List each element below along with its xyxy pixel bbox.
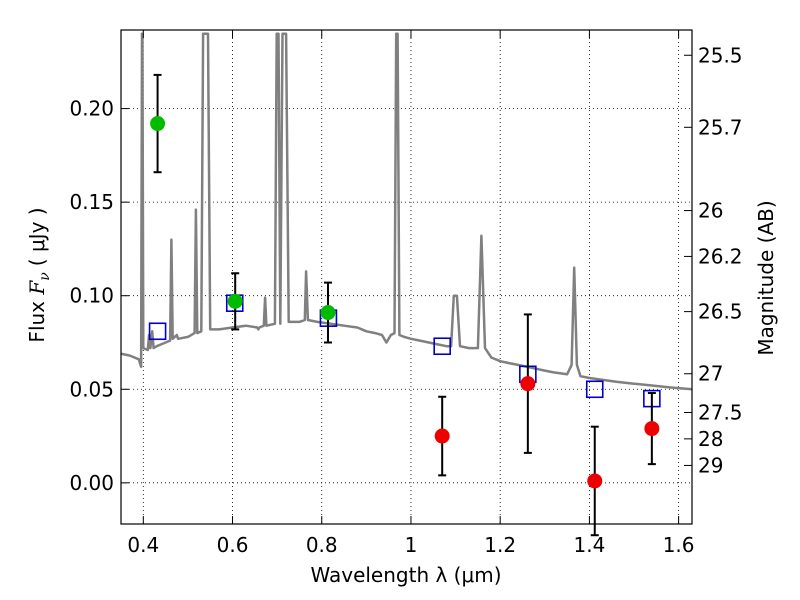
spectrum-line	[121, 32, 692, 391]
bandpass-square	[585, 380, 604, 399]
y2-tick-label: 26	[698, 199, 723, 223]
measurement-points	[150, 116, 660, 489]
y2-tick-label: 25.7	[698, 115, 743, 139]
plot-frame	[120, 29, 693, 525]
x-axis-label: Wavelength λ (μm)	[310, 563, 501, 587]
y2-tick-label: 27.5	[698, 400, 743, 424]
y2-tick-label: 27	[698, 362, 723, 386]
x-tick-label: 0.4	[127, 533, 159, 557]
x-tick-label: 1.4	[573, 533, 605, 557]
y-tick-label: 0.20	[69, 97, 114, 121]
x-tick-label: 1.6	[663, 533, 695, 557]
red-point	[520, 376, 536, 392]
bandpass-square	[148, 322, 167, 341]
red-point	[434, 428, 450, 444]
model-bandpass-points	[148, 294, 661, 408]
model-spectrum	[121, 32, 692, 391]
x-tick-label: 1	[405, 533, 418, 557]
x-tick-label: 0.6	[217, 533, 249, 557]
x-tick-label: 0.8	[306, 533, 338, 557]
green-point	[320, 305, 336, 321]
y-tick-label: 0.15	[69, 190, 114, 214]
x-tick-label: 1.2	[484, 533, 516, 557]
axis-ticks: 0.4 0.6 0.8 1 1.2 1.4 1.6 0.00 0.05 0.10 0.15 0.20 2…	[69, 30, 743, 557]
y-axis-label: Flux Fν( μJy )	[25, 207, 53, 342]
gridlines	[121, 30, 692, 524]
red-point	[587, 473, 603, 489]
y2-axis-label: Magnitude (AB)	[754, 200, 778, 355]
y-tick-label: 0.00	[69, 471, 114, 495]
y2-tick-label: 29	[698, 453, 723, 477]
y2-tick-label: 25.5	[698, 43, 743, 67]
bandpass-square	[433, 337, 451, 356]
y2-tick-label: 28	[698, 427, 723, 451]
y-tick-label: 0.10	[69, 284, 114, 308]
green-point	[227, 293, 243, 309]
y-tick-label: 0.05	[69, 377, 114, 401]
y2-tick-label: 26.5	[698, 300, 743, 324]
green-point	[150, 116, 166, 132]
y2-tick-label: 26.2	[698, 244, 743, 268]
red-point	[644, 421, 660, 437]
